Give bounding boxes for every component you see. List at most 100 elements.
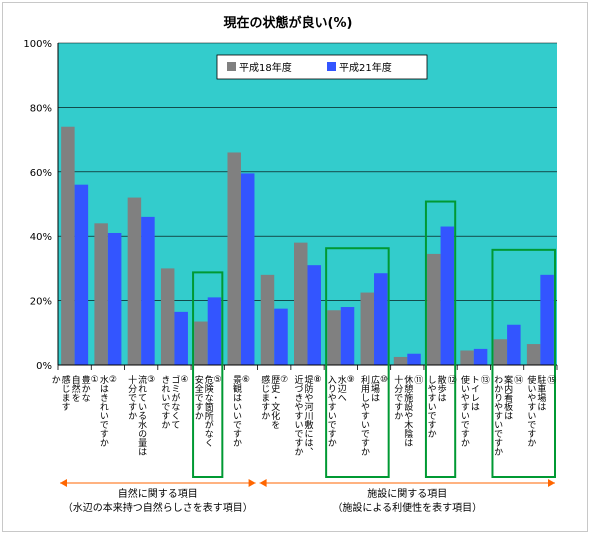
bar-h21-9	[340, 307, 355, 365]
category-label: ①	[90, 375, 100, 385]
bar-h21-7	[274, 308, 288, 365]
bar-h21-10	[374, 273, 388, 365]
bar-h21-13	[473, 348, 488, 365]
legend-swatch	[227, 62, 236, 71]
group-arrowhead	[259, 479, 267, 487]
bar-h21-8	[307, 265, 321, 365]
legend: 平成18年度 平成21年度	[216, 54, 428, 80]
bar-h21-15	[540, 274, 554, 365]
highlight-box	[424, 200, 457, 478]
category-label: ④	[179, 375, 189, 385]
group-title: 施設に関する項目	[367, 487, 447, 500]
y-tick-label: 80%	[30, 103, 52, 114]
category-label: 使いやすいですか	[525, 374, 536, 447]
y-tick-label: 20%	[30, 297, 52, 308]
chart-title: 現在の状態が良い(%)	[224, 15, 353, 31]
category-label: 歴史・文化を	[269, 375, 280, 429]
category-label: わかりやすいですか	[492, 375, 503, 456]
category-label: 利用しやすいですか	[359, 374, 370, 456]
y-tick-label: 60%	[30, 168, 52, 179]
category-label: 十分ですか	[126, 374, 137, 420]
highlight-boxes	[192, 200, 557, 478]
bar-h21-6	[240, 173, 255, 365]
bar-h21-3	[141, 216, 155, 365]
category-label: 水はきれいですか	[98, 374, 109, 447]
category-label: 入りやすいですか	[326, 375, 337, 447]
bar-h18-7	[260, 274, 275, 365]
bar-h18-4	[160, 268, 175, 365]
group-subtitle: （施設による利便性を表す項目）	[332, 501, 482, 514]
category-label: ⑮	[545, 375, 556, 384]
category-label: 水辺へ	[336, 374, 347, 402]
bar-h18-3	[127, 197, 142, 365]
category-label: ⑥	[241, 375, 251, 385]
category-label: 感じますか	[259, 374, 270, 420]
category-label: ゴミがなくて	[169, 374, 180, 429]
category-label: ⑤	[213, 375, 223, 385]
bar-h18-1	[61, 126, 75, 365]
bar-h21-1	[74, 184, 89, 365]
category-label: 豊かな	[80, 374, 91, 402]
category-label: 休憩施設や木陰は	[402, 374, 413, 447]
category-label: 堤防や河川敷には、	[303, 375, 314, 456]
highlight-box	[491, 248, 557, 478]
chart-frame: 現在の状態が良い(%) 0% 20% 40% 60% 80% 100% ① 豊かな 自然を 感じ…	[2, 2, 588, 532]
category-label: 案内看板は	[502, 374, 512, 420]
bar-chart: 現在の状態が良い(%) 0%20%40%60%80%100% ①豊かな自然を感じ…	[23, 15, 558, 514]
bar-h21-4	[174, 311, 188, 365]
bar-h18-5	[194, 321, 208, 365]
category-label: トイレは	[469, 375, 480, 411]
category-label: 感じます	[60, 374, 70, 411]
category-label: しやすいですか	[426, 375, 437, 438]
category-label: ⑨	[346, 375, 356, 385]
axes	[57, 43, 558, 370]
category-label: 近づきやすいですか	[293, 374, 304, 456]
bar-h18-13	[460, 350, 474, 365]
group-arrowhead	[248, 479, 256, 487]
legend-swatch	[327, 62, 336, 71]
category-label: ⑧	[313, 375, 323, 385]
bar-h18-12	[427, 253, 441, 365]
y-axis-ticks: 0% 20% 40% 60% 80% 100%	[23, 39, 52, 372]
y-tick-label: 100%	[23, 39, 52, 50]
bar-h18-6	[227, 152, 241, 365]
bar-h21-11	[407, 353, 421, 365]
bar-h21-2	[107, 232, 122, 365]
category-label: ⑭	[512, 375, 523, 384]
bars	[61, 126, 554, 365]
group-arrowhead	[60, 479, 67, 487]
bar-h18-9	[327, 310, 341, 365]
category-label: ③	[146, 375, 156, 385]
bar-h18-11	[393, 356, 408, 365]
category-label: きれいですか	[159, 375, 170, 429]
group-arrowhead	[548, 479, 555, 487]
category-label: 自然を	[70, 374, 81, 402]
bar-h21-14	[507, 324, 521, 365]
group-title: 自然に関する項目	[118, 487, 198, 500]
category-label: 広場は	[369, 374, 380, 402]
legend-label: 平成21年度	[339, 61, 392, 74]
highlight-box	[192, 271, 224, 478]
category-label: ⑦	[279, 375, 289, 385]
category-label: ②	[108, 375, 118, 385]
category-label: ⑩	[379, 375, 389, 385]
category-label: 安全ですか	[193, 374, 204, 420]
category-label: 十分ですか	[392, 374, 403, 420]
category-label: ⑬	[479, 375, 490, 384]
bar-h21-12	[440, 226, 455, 365]
group-annotations: 自然に関する項目（水辺の本来持つ自然らしさを表す項目） 施設に関する項目（施設によ…	[60, 479, 555, 514]
y-tick-label: 0%	[36, 361, 52, 372]
bar-h18-14	[493, 339, 508, 365]
category-label: 使いやすいですか	[459, 374, 470, 447]
bar-h18-15	[526, 344, 541, 365]
category-label: 流れている水の量は	[136, 374, 147, 456]
bar-h18-10	[360, 292, 375, 365]
y-tick-label: 40%	[30, 232, 52, 243]
bar-h18-8	[294, 242, 308, 365]
legend-box	[216, 54, 428, 80]
bar-h18-2	[94, 223, 108, 365]
category-label: ⑪	[412, 375, 423, 384]
category-label: 散歩は	[436, 374, 447, 402]
category-label: 危険な箇所がなく	[203, 374, 214, 447]
